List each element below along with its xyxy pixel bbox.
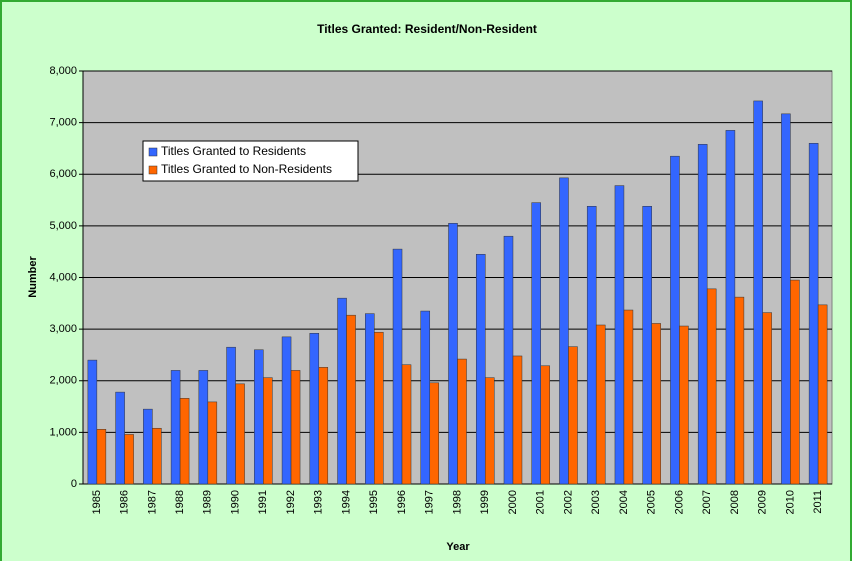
bar [290, 370, 301, 485]
bar [374, 331, 384, 485]
x-tick-label: 2004 [618, 490, 630, 514]
bar [365, 313, 375, 485]
legend-label: Titles Granted to Residents [161, 144, 306, 158]
bar [568, 346, 578, 485]
bar [448, 223, 458, 485]
bar [281, 336, 292, 485]
bar [179, 398, 190, 485]
y-tick-label: 1,000 [49, 426, 77, 438]
bar [87, 359, 98, 485]
y-axis-label: Number [27, 256, 39, 298]
x-tick-label: 2011 [812, 490, 824, 514]
bar [679, 325, 689, 485]
bar [420, 310, 431, 485]
y-tick-label: 6,000 [49, 168, 77, 180]
y-tick-label: 0 [71, 478, 77, 490]
bar [309, 333, 320, 485]
y-tick-label: 7,000 [49, 117, 77, 129]
x-tick-label: 2009 [757, 490, 769, 514]
x-tick-label: 2005 [646, 490, 658, 514]
y-tick-label: 4,000 [49, 271, 77, 283]
bar [540, 365, 550, 485]
y-tick-label: 3,000 [49, 323, 77, 335]
bar [670, 155, 680, 485]
x-tick-label: 1992 [285, 490, 297, 514]
bar [762, 312, 772, 485]
bar [531, 202, 541, 485]
chart-title: Titles Granted: Resident/Non-Resident [317, 22, 537, 36]
x-tick-label: 1986 [119, 490, 131, 514]
bar [623, 309, 634, 485]
x-tick-label: 1988 [174, 490, 186, 514]
bar [790, 279, 800, 485]
x-tick-label: 1999 [479, 490, 491, 514]
bar [457, 358, 467, 485]
bar [817, 304, 828, 485]
bar [152, 427, 162, 485]
x-tick-label: 2006 [673, 490, 685, 514]
x-tick-label: 1994 [340, 490, 352, 514]
bar [235, 383, 245, 485]
bar [401, 364, 412, 485]
x-tick-label: 2003 [590, 490, 602, 514]
bar [808, 143, 819, 485]
legend-swatch [148, 147, 158, 157]
bar [503, 235, 514, 485]
bar [484, 377, 495, 485]
bar [706, 288, 717, 485]
y-tick-label: 2,000 [49, 375, 77, 387]
bar [697, 144, 708, 485]
x-tick-label: 2007 [701, 490, 713, 514]
x-tick-label: 1998 [451, 490, 463, 514]
bar [429, 382, 440, 485]
legend-swatch [148, 165, 158, 175]
bar [207, 401, 218, 485]
x-tick-label: 2008 [729, 490, 741, 514]
bar [734, 296, 745, 485]
bar [346, 314, 356, 485]
x-tick-label: 1987 [146, 490, 158, 514]
bar [753, 100, 763, 485]
bar [263, 377, 273, 485]
legend-label: Titles Granted to Non-Residents [161, 162, 332, 176]
bar [559, 177, 569, 485]
x-tick-label: 2002 [562, 490, 574, 514]
bar [392, 248, 403, 485]
x-tick-label: 1990 [229, 490, 241, 514]
bar [512, 355, 523, 485]
x-tick-label: 1989 [202, 490, 214, 514]
x-tick-label: 2010 [784, 490, 796, 514]
bar [642, 206, 652, 485]
x-tick-label: 1995 [368, 490, 380, 514]
x-tick-label: 1993 [313, 490, 325, 514]
x-tick-label: 1996 [396, 490, 408, 514]
bar [586, 206, 597, 485]
x-tick-label: 2001 [535, 490, 547, 514]
bar [725, 130, 736, 485]
bar [595, 324, 606, 485]
bar [198, 370, 209, 485]
x-axis-label: Year [446, 541, 470, 553]
y-tick-label: 8,000 [49, 65, 77, 77]
x-tick-label: 2000 [507, 490, 519, 514]
bar [226, 346, 236, 485]
bar [124, 434, 134, 485]
bar [337, 297, 347, 485]
x-tick-label: 1985 [91, 490, 103, 514]
y-tick-label: 5,000 [49, 220, 77, 232]
bar [781, 113, 791, 485]
bar [318, 367, 329, 485]
bar [614, 185, 625, 485]
bar [651, 323, 661, 485]
bar [143, 408, 153, 485]
bar [475, 254, 486, 485]
bar [170, 370, 181, 485]
bar [254, 349, 264, 485]
bar [96, 429, 107, 485]
legend-box [142, 140, 359, 182]
x-tick-label: 1997 [424, 490, 436, 514]
x-tick-label: 1991 [257, 490, 269, 514]
bar [115, 391, 125, 485]
